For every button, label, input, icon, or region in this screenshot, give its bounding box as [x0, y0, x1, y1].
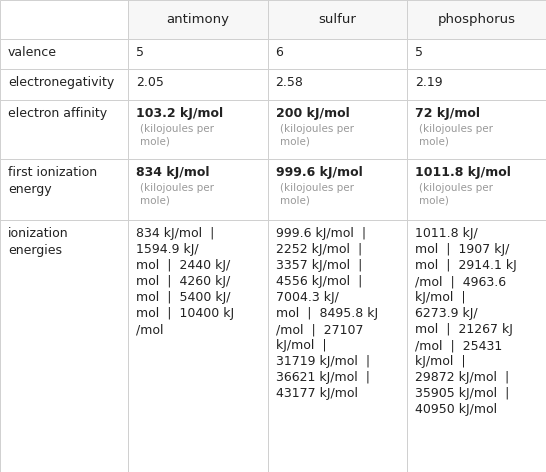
Bar	[128, 39, 268, 69]
Bar	[0, 0, 128, 39]
Bar	[268, 39, 407, 69]
Text: 5: 5	[415, 46, 423, 59]
Text: 2.19: 2.19	[415, 76, 442, 89]
Text: ionization
energies: ionization energies	[8, 228, 69, 257]
Text: 834 kJ/mol: 834 kJ/mol	[136, 166, 210, 179]
Text: (kilojoules per
mole): (kilojoules per mole)	[419, 183, 493, 206]
Text: (kilojoules per
mole): (kilojoules per mole)	[419, 124, 493, 147]
Bar	[0, 69, 128, 100]
Text: phosphorus: phosphorus	[437, 13, 515, 26]
Bar	[128, 220, 268, 472]
Bar	[0, 159, 128, 220]
Bar	[128, 69, 268, 100]
Text: (kilojoules per
mole): (kilojoules per mole)	[140, 183, 215, 206]
Text: 999.6 kJ/mol: 999.6 kJ/mol	[276, 166, 363, 179]
Bar	[407, 100, 546, 159]
Text: sulfur: sulfur	[318, 13, 356, 26]
Text: (kilojoules per
mole): (kilojoules per mole)	[280, 124, 354, 147]
Bar	[268, 220, 407, 472]
Bar	[407, 39, 546, 69]
Bar	[407, 0, 546, 39]
Bar	[0, 220, 128, 472]
Text: (kilojoules per
mole): (kilojoules per mole)	[140, 124, 215, 147]
Text: 1011.8 kJ/
mol  |  1907 kJ/
mol  |  2914.1 kJ
/mol  |  4963.6
kJ/mol  |
6273.9 k: 1011.8 kJ/ mol | 1907 kJ/ mol | 2914.1 k…	[415, 228, 517, 416]
Text: electronegativity: electronegativity	[8, 76, 114, 89]
Bar	[128, 0, 268, 39]
Bar	[268, 100, 407, 159]
Bar	[268, 159, 407, 220]
Text: 5: 5	[136, 46, 144, 59]
Bar	[128, 159, 268, 220]
Text: 72 kJ/mol: 72 kJ/mol	[415, 107, 480, 120]
Bar	[128, 100, 268, 159]
Bar	[407, 159, 546, 220]
Bar	[407, 220, 546, 472]
Bar	[407, 0, 546, 39]
Text: antimony: antimony	[167, 13, 229, 26]
Text: 200 kJ/mol: 200 kJ/mol	[276, 107, 349, 120]
Text: 1011.8 kJ/mol: 1011.8 kJ/mol	[415, 166, 511, 179]
Bar	[0, 0, 128, 39]
Text: electron affinity: electron affinity	[8, 107, 107, 120]
Bar	[268, 69, 407, 100]
Text: first ionization
energy: first ionization energy	[8, 166, 97, 196]
Text: 6: 6	[276, 46, 283, 59]
Text: valence: valence	[8, 46, 57, 59]
Bar	[407, 69, 546, 100]
Bar	[268, 0, 407, 39]
Text: (kilojoules per
mole): (kilojoules per mole)	[280, 183, 354, 206]
Text: 2.05: 2.05	[136, 76, 164, 89]
Bar	[268, 0, 407, 39]
Text: 2.58: 2.58	[276, 76, 304, 89]
Bar	[128, 0, 268, 39]
Text: 834 kJ/mol  |
1594.9 kJ/
mol  |  2440 kJ/
mol  |  4260 kJ/
mol  |  5400 kJ/
mol : 834 kJ/mol | 1594.9 kJ/ mol | 2440 kJ/ m…	[136, 228, 234, 337]
Bar	[0, 39, 128, 69]
Bar	[0, 100, 128, 159]
Text: 999.6 kJ/mol  |
2252 kJ/mol  |
3357 kJ/mol  |
4556 kJ/mol  |
7004.3 kJ/
mol  |  : 999.6 kJ/mol | 2252 kJ/mol | 3357 kJ/mol…	[276, 228, 378, 400]
Text: 103.2 kJ/mol: 103.2 kJ/mol	[136, 107, 223, 120]
